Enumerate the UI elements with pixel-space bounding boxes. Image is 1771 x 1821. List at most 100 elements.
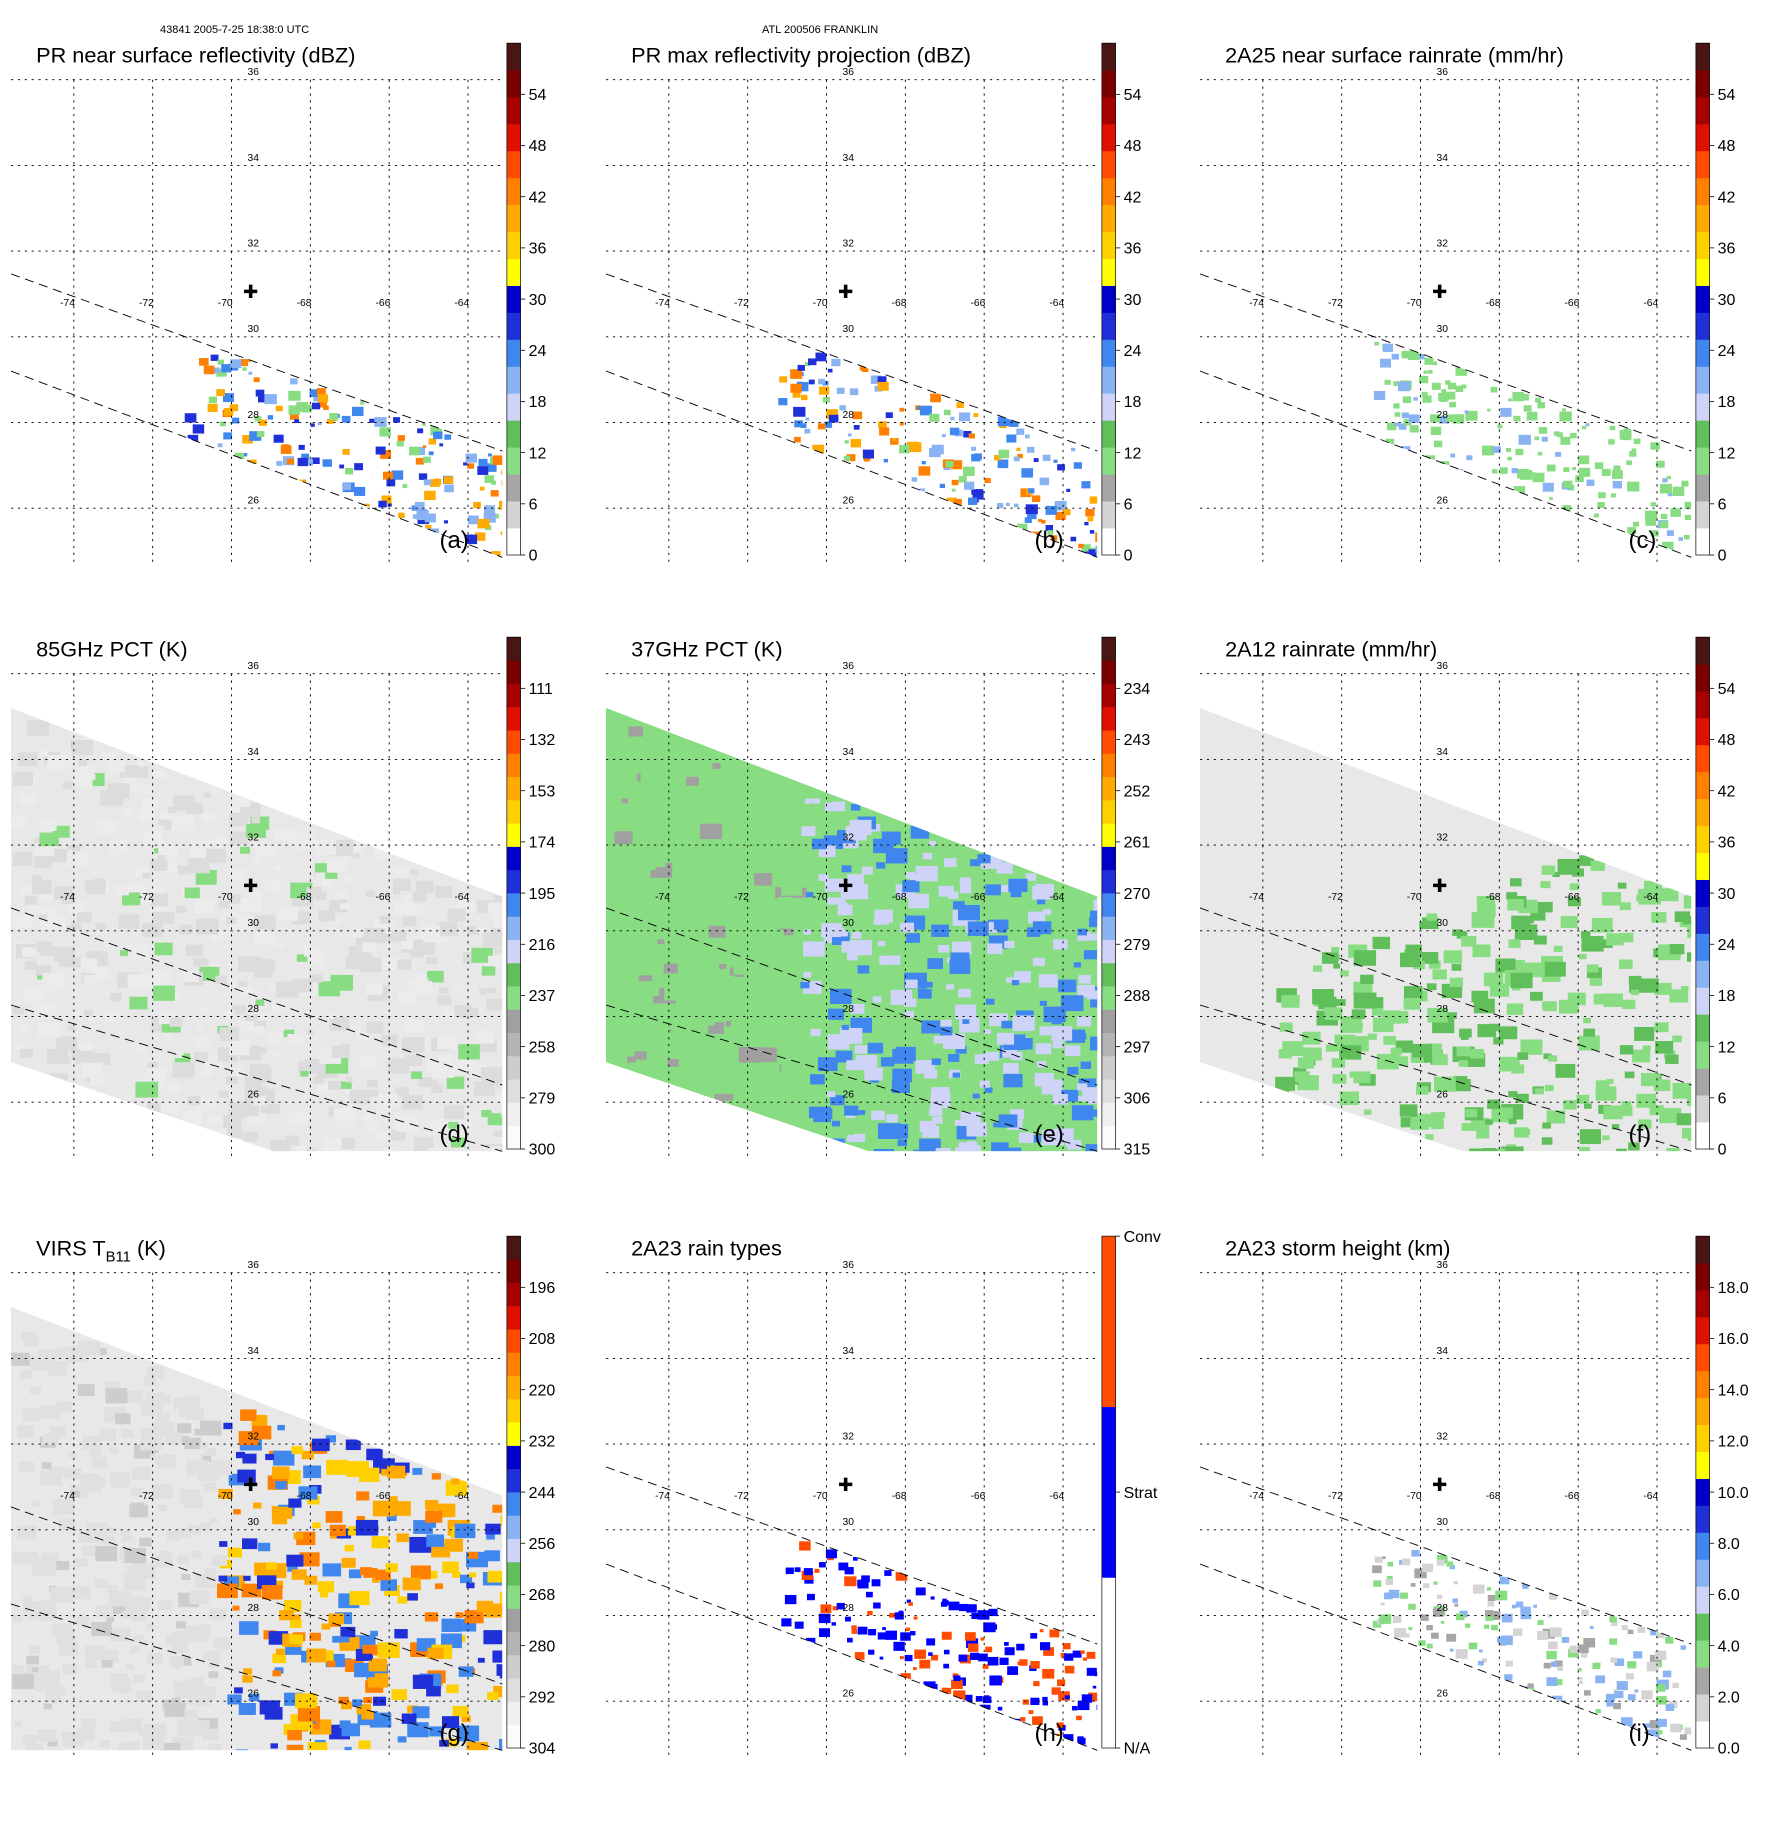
data-field	[1199, 708, 1692, 1152]
colorbar-tick-label: 36	[1123, 241, 1141, 258]
panel-f: -74 -72 -70 -68 -66 -64 36 34 32 30 28 26 ✚ 2A12 rain…	[1199, 637, 1735, 1160]
lat-label: 32	[842, 1432, 854, 1443]
colorbar: 0 6 12 18 24 30 36 42 48 54	[506, 43, 547, 565]
panel-title: VIRS TB11 (K)	[37, 1236, 167, 1266]
colorbar-tick-label: 195	[529, 886, 556, 903]
orbit-time-label: 43841 2005-7-25 18:38:0 UTC	[160, 24, 310, 36]
panel-letter: (f)	[1628, 1122, 1651, 1149]
lon-label: -70	[812, 892, 827, 903]
panel-i: -74 -72 -70 -68 -66 -64 36 34 32 30 28 26 ✚ 2A23 stor…	[1199, 1235, 1749, 1759]
lat-label: 28	[248, 1603, 260, 1614]
lon-label: -74	[1249, 1491, 1264, 1502]
colorbar-tick-label: 243	[1123, 733, 1150, 750]
colorbar-tick-label: 6	[1717, 497, 1726, 514]
graticule	[605, 79, 1097, 566]
lat-label: 34	[1436, 1346, 1448, 1357]
colorbar-tick-label: 12	[1717, 446, 1735, 463]
colorbar-tick-label: 48	[1717, 138, 1735, 155]
swath-edges	[1199, 1466, 1692, 1751]
colorbar: 0.0 2.0 4.0 6.0 8.0 10.0 12.0 14.0 16.0 18.0	[1695, 1235, 1749, 1758]
colorbar-tick-label: 16.0	[1717, 1331, 1748, 1348]
lat-label: 28	[248, 1004, 260, 1015]
storm-center-icon: ✚	[1432, 875, 1447, 896]
colorbar-tick-label: 220	[529, 1383, 556, 1400]
colorbar-tick-label: 270	[1123, 886, 1150, 903]
panel-title: 37GHz PCT (K)	[631, 637, 782, 662]
colorbar-tick-label: 153	[529, 784, 556, 801]
colorbar-tick-label: 268	[529, 1587, 556, 1604]
lat-label: 26	[842, 496, 854, 507]
colorbar-tick-label: 232	[529, 1434, 556, 1451]
lon-label: -64	[1643, 892, 1658, 903]
lon-label: -70	[218, 298, 233, 309]
colorbar-tick-label: 30	[1123, 292, 1141, 309]
colorbar-tick-label: 30	[1717, 292, 1735, 309]
colorbar-tick-label: 244	[529, 1485, 556, 1502]
panel-d: -74 -72 -70 -68 -66 -64 36 34 32 30 28 26 ✚ 85GHz PCT…	[11, 637, 556, 1160]
colorbar-tick-label: 208	[529, 1331, 556, 1348]
colorbar-tick-label: 48	[1123, 138, 1141, 155]
lat-label: 30	[1436, 1517, 1448, 1528]
lon-label: -68	[891, 1491, 906, 1502]
colorbar-tick-label: 6	[529, 497, 538, 514]
lon-label: -70	[812, 1491, 827, 1502]
graticule	[11, 1272, 503, 1759]
lat-label: 36	[1436, 662, 1448, 673]
lat-label: 34	[248, 1346, 260, 1357]
lon-label: -64	[1049, 892, 1064, 903]
lon-label: -68	[1485, 1491, 1500, 1502]
colorbar-tick-label: 306	[1123, 1091, 1150, 1108]
graticule	[1199, 1272, 1692, 1759]
colorbar-tick-label: 54	[529, 87, 547, 104]
colorbar: 304 292 280 268 256 244 232 220 208 196	[506, 1235, 556, 1758]
lon-label: -64	[455, 1491, 470, 1502]
colorbar-tick-label: 315	[1123, 1142, 1150, 1159]
lon-label: -72	[734, 892, 749, 903]
panel-letter: (d)	[440, 1122, 469, 1149]
colorbar-tick-label: 42	[1717, 190, 1735, 207]
graticule	[605, 673, 1097, 1160]
lat-label: 28	[1436, 1603, 1448, 1614]
colorbar-tick-label: 261	[1123, 835, 1150, 852]
panel-title: PR near surface reflectivity (dBZ)	[37, 43, 356, 68]
lon-label: -66	[376, 892, 391, 903]
lat-label: 28	[248, 410, 260, 421]
colorbar: N/A Strat Conv	[1101, 1229, 1160, 1758]
lon-label: -70	[1407, 298, 1422, 309]
storm-center-icon: ✚	[838, 1474, 853, 1495]
lon-label: -66	[376, 298, 391, 309]
storm-center-icon: ✚	[1432, 1474, 1447, 1495]
lat-label: 30	[248, 324, 260, 335]
colorbar-tick-label: 0	[529, 548, 538, 565]
colorbar-tick-label: 288	[1123, 989, 1150, 1006]
colorbar-tick-label: 24	[1123, 343, 1141, 360]
data-field	[11, 708, 503, 1152]
lon-label: -72	[139, 1491, 154, 1502]
lon-label: -70	[812, 298, 827, 309]
lat-label: 30	[248, 919, 260, 930]
panel-letter: (a)	[440, 527, 469, 554]
colorbar-tick-label: 18	[1123, 394, 1141, 411]
lat-label: 36	[842, 1260, 854, 1271]
lat-label: 26	[1436, 496, 1448, 507]
colorbar-tick-label: 280	[529, 1638, 556, 1655]
lat-label: 26	[248, 1090, 260, 1101]
lon-label: -64	[1643, 298, 1658, 309]
panel-title: PR max reflectivity projection (dBZ)	[631, 43, 971, 68]
colorbar-tick-label: Strat	[1123, 1485, 1157, 1502]
lat-label: 34	[842, 747, 854, 758]
lat-label: 36	[248, 67, 260, 78]
colorbar-tick-label: 234	[1123, 681, 1150, 698]
swath-edges	[11, 273, 503, 558]
colorbar-tick-label: Conv	[1123, 1229, 1160, 1246]
colorbar-tick-label: 30	[529, 292, 547, 309]
colorbar-tick-label: 297	[1123, 1040, 1150, 1057]
colorbar-tick-label: 0	[1717, 1142, 1726, 1159]
panel-letter: (c)	[1628, 527, 1656, 554]
colorbar-tick-label: 0.0	[1717, 1741, 1739, 1758]
data-field	[1371, 1550, 1692, 1740]
colorbar-tick-label: 12	[529, 446, 547, 463]
colorbar-tick-label: 0	[1123, 548, 1132, 565]
panel-title: 2A23 rain types	[631, 1236, 782, 1261]
lon-label: -66	[970, 892, 985, 903]
